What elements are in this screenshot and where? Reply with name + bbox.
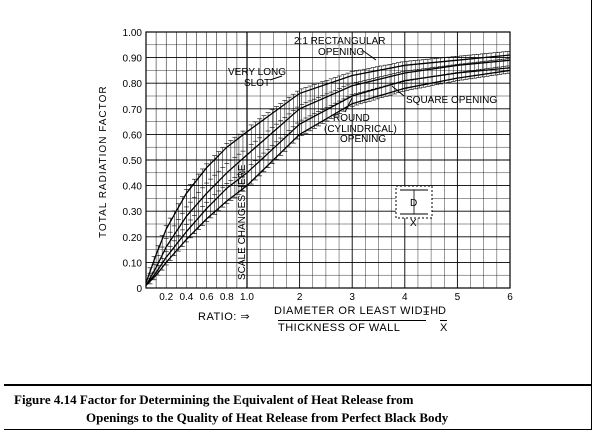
hatch-band [147,51,511,285]
series-line-1 [145,54,511,284]
y-axis-label: TOTAL RADIATION FACTOR [98,85,109,238]
label-slot-2: SLOT [244,78,270,89]
series-line-2 [145,59,511,286]
x-label-d: D [438,305,446,317]
x-tick-label: 4 [402,292,408,303]
x-tick-label: 5 [455,292,461,303]
caption-line-2: Openings to the Quality of Heat Release … [86,410,449,425]
figure-frame [4,0,592,430]
label-round-3: OPENING [340,134,386,145]
y-tick-label: 0.80 [123,79,143,90]
leader-round [344,97,353,113]
x-tick-label: 6 [507,292,513,303]
caption-line-1: Figure 4.14 Factor for Determining the E… [14,392,414,407]
series-line-3 [145,67,511,286]
caption-box: Figure 4.14 Factor for Determining the E… [4,384,592,430]
y-tick-label: 0.50 [123,156,143,167]
chart: 0 0.10 0.20 0.30 0.40 0.50 0.60 0.70 0.80 0.90 1.0… [98,28,513,303]
inset-x: X [410,218,417,229]
x-label-ratio: RATIO: ⇒ [198,311,251,323]
y-tick-label: 0.40 [123,182,143,193]
y-tick-label: 0.90 [123,54,143,65]
series-lines [145,54,511,286]
inset-diagram: D X [395,185,433,229]
y-tick-label: 0.70 [123,105,143,116]
x-label-equals: = [423,308,430,320]
y-tick-label: 1.00 [123,28,143,39]
x-label-denominator: THICKNESS OF WALL [278,320,426,334]
x-label-numerator: DIAMETER OR LEAST WIDTH [274,305,439,317]
y-tick-label: 0.60 [123,130,143,141]
x-tick-label: 3 [349,292,355,303]
label-round-2: (CYLINDRICAL) [324,124,397,135]
grid [146,31,510,289]
label-rect-opening-2: OPENING [318,47,364,58]
y-ticks: 0 0.10 0.20 0.30 0.40 0.50 0.60 0.70 0.80 0.90 1.0… [123,28,143,295]
leader-square [391,85,405,97]
x-ticks: 0.2 0.4 0.6 0.8 1.0 2 3 4 5 6 [159,292,513,303]
series-line-4 [145,69,511,286]
x-tick-label: 1.0 [240,292,254,303]
label-square: SQUARE OPENING [406,95,497,106]
y-tick-label: 0.30 [123,207,143,218]
x-tick-label: 0.6 [200,292,214,303]
label-slot-1: VERY LONG [228,67,286,78]
y-tick-label: 0.10 [123,258,143,269]
x-tick-label: 0.2 [159,292,173,303]
x-tick-label: 0.8 [220,292,234,303]
inset-d: D [410,198,417,209]
x-tick-label: 0.4 [179,292,193,303]
label-rect-opening-1: 2:1 RECTANGULAR [294,36,386,47]
leader-slot [269,75,283,81]
y-tick-label: 0.20 [123,233,143,244]
x-label-x: X [440,320,448,334]
label-round-1: ROUND [333,113,370,124]
scale-change-label: SCALE CHANGES HERE [237,164,248,280]
x-tick-label: 2 [297,292,303,303]
leader-rect [361,49,377,61]
y-tick-label: 0 [136,284,142,295]
